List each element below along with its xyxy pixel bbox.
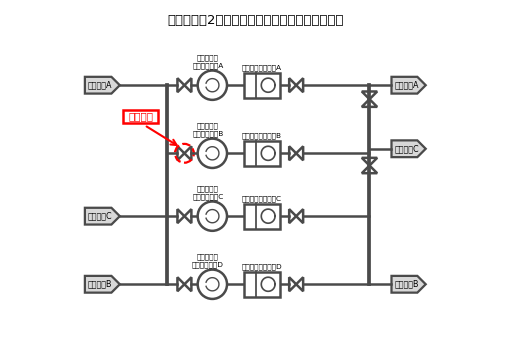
Polygon shape: [178, 209, 184, 223]
Polygon shape: [178, 146, 184, 160]
Polygon shape: [289, 78, 296, 92]
Polygon shape: [296, 209, 303, 223]
Polygon shape: [362, 92, 377, 99]
Bar: [244, 272, 281, 297]
Circle shape: [198, 70, 227, 100]
Polygon shape: [178, 78, 184, 92]
Polygon shape: [178, 277, 184, 291]
Polygon shape: [289, 146, 296, 160]
Polygon shape: [184, 277, 191, 291]
Text: 戻り母管C: 戻り母管C: [88, 212, 113, 221]
Polygon shape: [392, 77, 425, 94]
Text: 当該箇所: 当該箇所: [129, 112, 153, 122]
Polygon shape: [289, 209, 296, 223]
Circle shape: [198, 201, 227, 231]
Bar: [244, 203, 281, 229]
Polygon shape: [184, 146, 191, 160]
Text: 原子炉補機
冷却水ポンプB: 原子炉補機 冷却水ポンプB: [193, 122, 224, 137]
Polygon shape: [296, 146, 303, 160]
Text: 原子炉補機冷却器C: 原子炉補機冷却器C: [242, 195, 282, 202]
Polygon shape: [184, 209, 191, 223]
Bar: [244, 141, 281, 166]
Text: 供給母管B: 供給母管B: [394, 280, 419, 289]
Text: 供給母管C: 供給母管C: [394, 144, 419, 153]
Polygon shape: [362, 99, 377, 107]
Text: 原子炉補機
冷却水ポンプC: 原子炉補機 冷却水ポンプC: [193, 186, 224, 200]
Text: 原子炉補機
冷却水ポンプA: 原子炉補機 冷却水ポンプA: [193, 55, 224, 69]
Polygon shape: [289, 277, 296, 291]
Polygon shape: [296, 78, 303, 92]
Text: 伊方発電所2号機　原子炉補機冷却水系統概略図: 伊方発電所2号機 原子炉補機冷却水系統概略図: [168, 14, 344, 27]
Text: 戻り母管A: 戻り母管A: [88, 81, 113, 90]
Text: 供給母管A: 供給母管A: [394, 81, 419, 90]
Polygon shape: [85, 208, 120, 225]
Text: 原子炉補機冷却器D: 原子炉補機冷却器D: [242, 263, 283, 270]
Polygon shape: [296, 277, 303, 291]
Polygon shape: [362, 158, 377, 165]
Bar: [123, 110, 158, 123]
Text: 戻り母管B: 戻り母管B: [88, 280, 113, 289]
Polygon shape: [85, 276, 120, 293]
Circle shape: [198, 270, 227, 299]
Polygon shape: [85, 77, 120, 94]
Text: 原子炉補機
冷却水ポンプD: 原子炉補機 冷却水ポンプD: [192, 254, 224, 268]
Text: 原子炉補機冷却器A: 原子炉補機冷却器A: [242, 64, 282, 71]
Circle shape: [198, 139, 227, 168]
Polygon shape: [392, 276, 425, 293]
Text: 原子炉補機冷却器B: 原子炉補機冷却器B: [242, 132, 282, 139]
Polygon shape: [362, 165, 377, 173]
Polygon shape: [184, 78, 191, 92]
Polygon shape: [392, 140, 425, 157]
Bar: [244, 73, 281, 98]
